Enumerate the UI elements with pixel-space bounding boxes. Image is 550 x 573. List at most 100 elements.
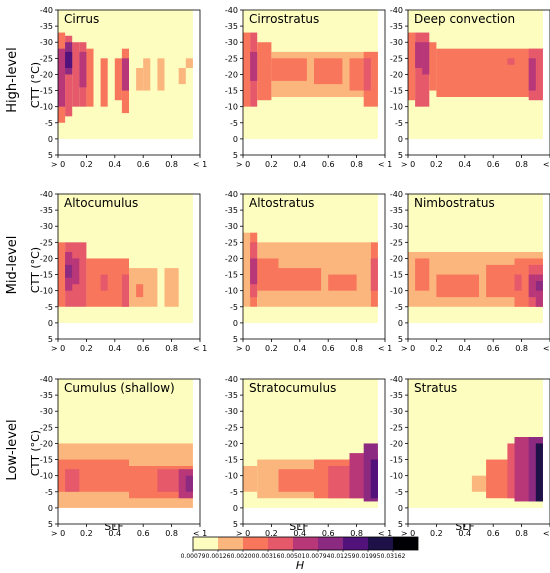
heatmap-cell [100,58,108,107]
x-tick-label: 0.6 [322,344,335,353]
heatmap-cell [436,48,543,97]
x-tick-label: 0.8 [350,160,363,169]
axes-frame [242,9,386,156]
y-tick-label: -5 [45,119,53,128]
heatmap-cell [72,258,80,285]
y-tick-label: -20 [225,70,238,79]
y-tick-label: 0 [48,135,53,144]
y-tick-label: -35 [40,206,53,215]
y-tick-label: -35 [225,22,238,31]
colorbar-tick-label: 0.00501 [281,553,306,560]
y-tick-label: -10 [390,287,403,296]
y-tick-label: -35 [40,22,53,31]
y-tick-label: -15 [40,87,53,96]
heatmap-panel: -40 -35 -30 -25 -20 -15 -10 -5 0 5> 0 0.2 0.4 0.6 0.8… [225,6,392,169]
y-tick-label: -20 [390,70,403,79]
y-tick-label: -15 [40,456,53,465]
y-tick-label: 5 [48,335,53,344]
y-tick-label: -5 [45,303,53,312]
heatmap-cell [243,466,258,492]
y-axis-label-row-3: CTT (°C) [29,430,42,476]
heatmap-cell [136,68,144,91]
y-tick-label: -20 [40,439,53,448]
axes-frame [407,378,550,525]
colorbar-tick-label: 0.00316 [256,553,281,560]
y-tick-label: -40 [390,6,403,15]
heatmap-panel: -40 -35 -30 -25 -20 -15 -10 -5 0 5> 0 0.2 0.4 0.6 0.8… [225,375,392,538]
x-tick-label: 0.6 [322,529,335,538]
heatmap-cell [415,258,430,291]
x-tick-label: > 0 [51,344,65,353]
panel-grid: -40-35-30-25-20-15-10-505> 0 0.2 0.4 0.6 0.8… [40,6,550,538]
row-label-high: High-level [5,47,20,112]
heatmap-cell [79,51,87,88]
heatmap-cell [178,68,186,85]
colorbar-swatch [268,537,293,550]
y-tick-label: -5 [395,488,403,497]
y-tick-label: -10 [40,287,53,296]
x-tick-label: 0.8 [165,344,178,353]
x-tick-label: 0.4 [108,529,121,538]
y-tick-label: -25 [390,423,403,432]
heatmap-cell [114,58,122,101]
x-tick-label: 0.6 [322,160,335,169]
y-tick-label: -15 [390,271,403,280]
axes-frame [407,193,550,340]
heatmap-panel: -40 -35 -30 -25 -20 -15 -10 -5 0 5> 0 0.2 0.4 0.6 0.8… [225,190,392,353]
heatmap-cell [58,48,66,107]
y-tick-label: -10 [390,472,403,481]
x-tick-label: < 1 [378,160,392,169]
heatmap-cell [72,42,80,107]
y-tick-label: -15 [225,87,238,96]
axes-frame [57,378,201,525]
heatmap-cell [535,443,543,502]
heatmap-cell [257,42,272,101]
heatmap-cell [528,58,536,91]
y-tick-label: -35 [390,22,403,31]
y-tick-label: 5 [233,335,238,344]
heatmap-cell [65,35,73,117]
x-tick-label: < 1 [193,529,207,538]
y-tick-label: 5 [48,151,53,160]
colorbar-swatch [193,537,218,550]
y-tick-label: -10 [40,472,53,481]
y-tick-label: 5 [48,520,53,529]
heatmap-cell [278,268,322,291]
x-tick-label: 0.4 [458,529,471,538]
x-tick-label: < 1 [543,344,550,353]
y-tick-label: -40 [390,375,403,384]
y-tick-label: 5 [233,520,238,529]
heatmap-cell [370,459,378,499]
y-tick-label: -25 [225,54,238,63]
heatmap-cell [65,264,73,278]
y-axis-label-row-2: CTT (°C) [29,247,42,293]
y-tick-label: -40 [40,375,53,384]
x-tick-label: 0.2 [80,160,93,169]
y-tick-label: -15 [390,87,403,96]
y-tick-label: -35 [225,391,238,400]
x-tick-label: 0.2 [265,160,278,169]
x-tick-label: 0.8 [515,529,528,538]
heatmap-cell [429,42,437,91]
x-tick-label: 0.2 [265,344,278,353]
heatmap-cell [528,274,536,298]
y-tick-label: 0 [233,504,238,513]
colorbar-swatch [243,537,268,550]
heatmap-cell [65,469,80,492]
axes-frame [57,193,201,340]
heatmap-panel: -40 -35 -30 -25 -20 -15 -10 -5 0 5> 0 0.2 0.4 0.6 0.8… [390,6,550,169]
y-tick-label: 0 [48,504,53,513]
heatmap-panel: -40 -35 -30 -25 -20 -15 -10 -5 0 5> 0 0.2 0.4 0.6 0.8… [390,375,550,538]
x-tick-label: 0.6 [137,160,150,169]
colorbar-tick-label: 0.00079 [181,553,206,560]
heatmap-cell [250,258,258,285]
x-tick-label: 0.4 [458,160,471,169]
x-tick-label: > 0 [51,160,65,169]
x-tick-label: 0.2 [80,344,93,353]
x-tick-label: 0.4 [458,344,471,353]
y-tick-label: -5 [45,488,53,497]
y-tick-label: -25 [40,423,53,432]
x-tick-label: 0.6 [137,344,150,353]
y-tick-label: -35 [225,206,238,215]
y-tick-label: -15 [390,456,403,465]
